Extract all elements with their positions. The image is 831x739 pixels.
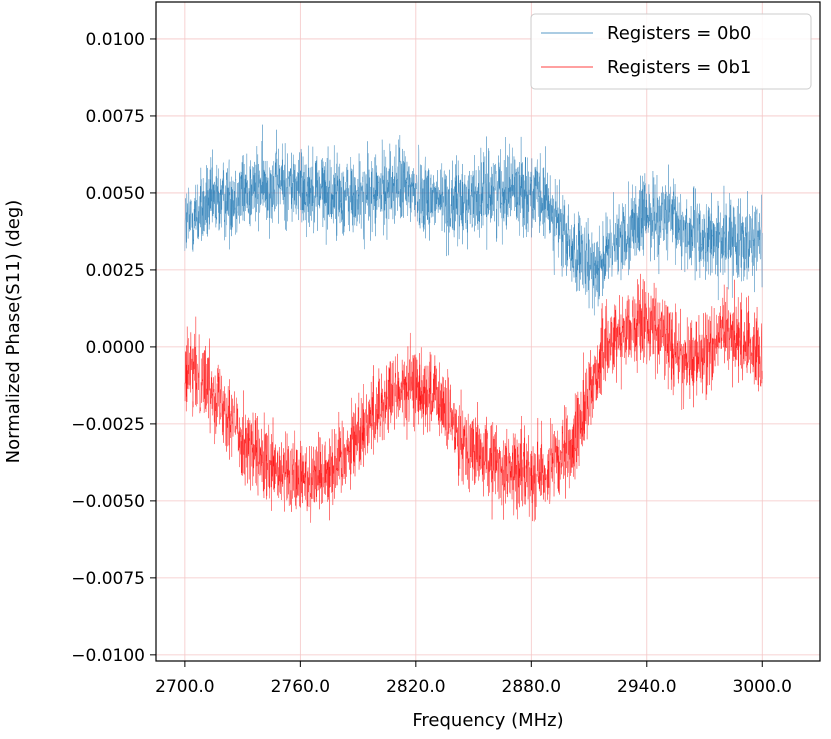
legend: Registers = 0b0 Registers = 0b1 <box>530 13 812 90</box>
x-tick-label: 2760.0 <box>271 677 330 697</box>
legend-label: Registers = 0b1 <box>607 57 751 78</box>
y-tick-label: 0.0025 <box>86 261 145 281</box>
x-tick-label: 2700.0 <box>155 677 214 697</box>
legend-box <box>530 13 812 90</box>
legend-label: Registers = 0b0 <box>607 23 751 44</box>
y-tick-label: −0.0075 <box>71 569 145 589</box>
x-tick-label: 3000.0 <box>733 677 792 697</box>
y-tick-label: −0.0025 <box>71 415 145 435</box>
ticks: 2700.0 2760.0 2820.0 2880.0 2940.0 3000.0 0.01… <box>71 30 792 697</box>
x-tick-label: 2940.0 <box>617 677 676 697</box>
x-tick-label: 2880.0 <box>502 677 561 697</box>
y-tick-label: 0.0000 <box>86 338 145 358</box>
series-line-1 <box>184 273 763 523</box>
axes-frame <box>155 1 821 662</box>
y-axis-label: Normalized Phase(S11) (deg) <box>3 200 24 464</box>
y-tick-label: 0.0075 <box>86 107 145 127</box>
series-line-0 <box>184 124 763 316</box>
plot-area <box>184 124 763 523</box>
y-tick-label: −0.0050 <box>71 492 145 512</box>
y-tick-label: 0.0100 <box>86 30 145 50</box>
x-tick-label: 2820.0 <box>386 677 445 697</box>
y-tick-label: −0.0100 <box>71 646 145 666</box>
y-tick-label: 0.0050 <box>86 184 145 204</box>
x-axis-label: Frequency (MHz) <box>412 710 563 731</box>
